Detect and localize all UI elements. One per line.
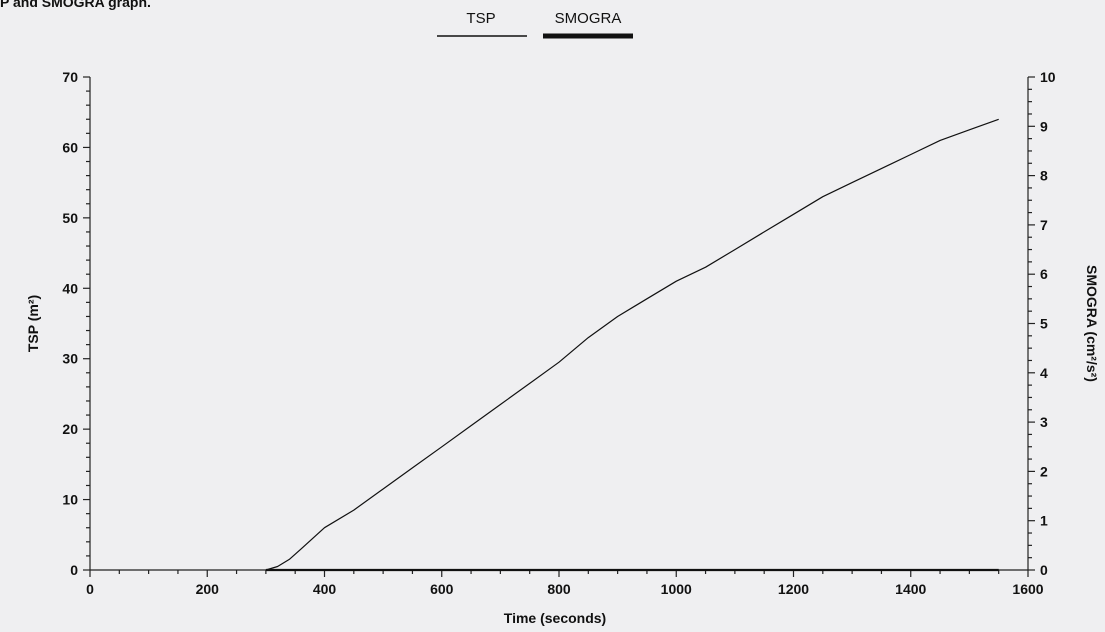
y-left-tick-label: 40 (62, 280, 78, 296)
y-left-tick-label: 0 (70, 562, 78, 578)
y-left-tick-label: 30 (62, 351, 78, 367)
legend-label-tsp: TSP (466, 10, 495, 27)
y-right-tick-label: 8 (1040, 168, 1048, 184)
y-right-tick-label: 5 (1040, 316, 1048, 332)
y-right-tick-label: 9 (1040, 118, 1048, 134)
y-right-tick-label: 0 (1040, 562, 1048, 578)
x-axis-title: Time (seconds) (504, 610, 606, 626)
y-left-tick-label: 10 (62, 492, 78, 508)
y-left-tick-label: 60 (62, 139, 78, 155)
x-tick-label: 1600 (1012, 581, 1043, 597)
x-tick-label: 1400 (895, 581, 926, 597)
y-right-tick-label: 7 (1040, 217, 1048, 233)
x-tick-label: 200 (196, 581, 220, 597)
y-left-tick-label: 70 (62, 69, 78, 85)
x-tick-label: 600 (430, 581, 454, 597)
y-left-tick-label: 20 (62, 421, 78, 437)
legend: TSP SMOGRA (437, 10, 633, 39)
y-right-tick-label: 3 (1040, 414, 1048, 430)
legend-label-smogra: SMOGRA (555, 10, 622, 27)
axes: 0 200 400 600 800 1000 1200 1400 160001020304050… (25, 69, 1100, 626)
x-tick-label: 1000 (661, 581, 692, 597)
y-left-tick-label: 50 (62, 210, 78, 226)
x-tick-label: 800 (547, 581, 571, 597)
x-tick-label: 1200 (778, 581, 809, 597)
y-right-tick-label: 2 (1040, 463, 1048, 479)
x-tick-label: 400 (313, 581, 337, 597)
figure-caption: P and SMOGRA graph. (0, 0, 151, 10)
y-right-tick-label: 1 (1040, 513, 1048, 529)
y-right-tick-label: 10 (1040, 69, 1056, 85)
x-tick-label: 0 (86, 581, 94, 597)
y-right-tick-label: 4 (1040, 365, 1048, 381)
y-axis-right-title: SMOGRA (cm²/s²) (1084, 265, 1100, 382)
series-line-tsp (265, 118, 999, 571)
y-right-tick-label: 6 (1040, 266, 1048, 282)
y-axis-left-title: TSP (m²) (25, 295, 41, 352)
plot-area (265, 118, 999, 572)
